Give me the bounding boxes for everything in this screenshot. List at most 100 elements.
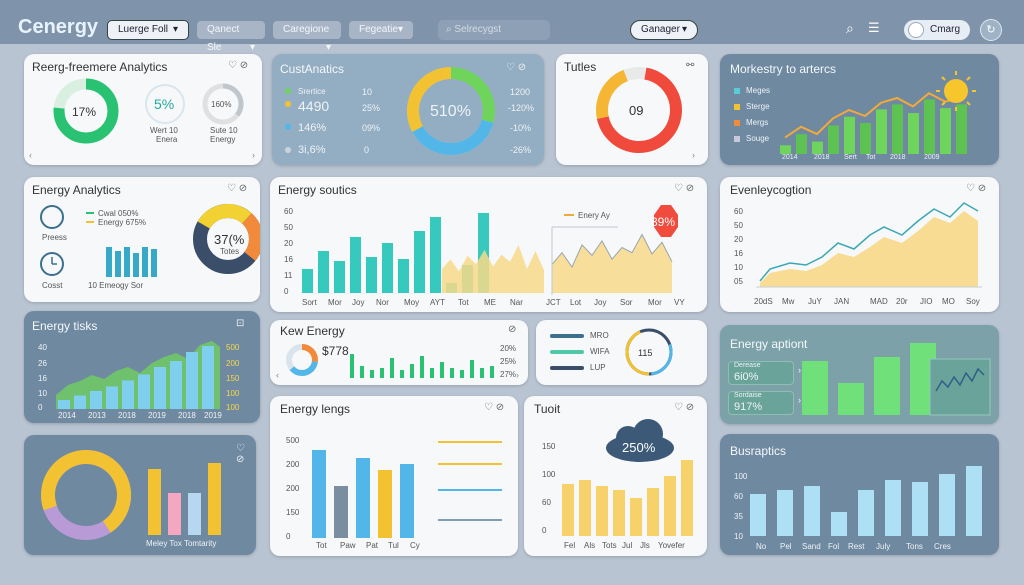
legend-swatch-2 bbox=[734, 104, 740, 110]
bar bbox=[208, 463, 221, 535]
chevron-right-icon[interactable]: › bbox=[798, 395, 801, 405]
dropdown-connect[interactable]: Qanect Sle ▾ bbox=[196, 20, 266, 53]
bar bbox=[133, 253, 139, 277]
card-9-graphics: ‹ › bbox=[276, 344, 519, 380]
line-series bbox=[759, 202, 979, 282]
donut-center-value: 510% bbox=[430, 103, 471, 120]
dropdown-manager[interactable]: Ganager ▾ bbox=[630, 20, 698, 40]
bar bbox=[168, 493, 181, 535]
bar bbox=[460, 370, 464, 378]
x-label: 20r bbox=[896, 297, 908, 306]
bar bbox=[812, 141, 823, 154]
legend-label: MRO bbox=[590, 331, 609, 340]
search-icon[interactable]: ⌕ bbox=[846, 20, 854, 36]
row-2-b: -120% bbox=[508, 103, 535, 113]
y-label: 26 bbox=[38, 359, 47, 368]
bar-series bbox=[58, 346, 214, 409]
next-icon: › bbox=[252, 150, 255, 160]
card-icons[interactable]: ♡ ⊘ bbox=[674, 183, 695, 194]
x-label: July bbox=[876, 542, 891, 551]
y-label: 100 bbox=[734, 472, 748, 481]
y-label: 500 bbox=[286, 436, 300, 445]
card-icons[interactable]: ♡ ⊘ bbox=[228, 60, 249, 71]
y-label: 16 bbox=[38, 374, 47, 383]
card-5-graphics bbox=[40, 203, 260, 277]
bar bbox=[188, 493, 201, 535]
card-energy-lengs: Energy lengs ♡ ⊘ 500 200 200 150 0 Tot P… bbox=[270, 396, 518, 556]
legend-1: Meges bbox=[746, 86, 771, 95]
chevron-right-icon[interactable]: › bbox=[798, 365, 801, 375]
x-label: AYT bbox=[430, 298, 445, 307]
user-toggle[interactable]: Cmarg bbox=[904, 20, 970, 40]
y-label: 200 bbox=[286, 484, 300, 493]
bar bbox=[876, 109, 887, 154]
card-market-sectors: Morkestry to artercs Meges Sterge Mergs … bbox=[720, 54, 999, 165]
box-2-value: 917% bbox=[734, 401, 763, 413]
bar bbox=[366, 257, 377, 293]
card-busraptics: Busraptics 100 60 35 10 No Pel Sand Fol … bbox=[720, 434, 999, 555]
dropdown-period[interactable]: Luerge Foll ▾ bbox=[107, 20, 189, 40]
refresh-icon[interactable]: ↻ bbox=[980, 19, 1002, 41]
dropdown-region[interactable]: Caregione ▾ bbox=[272, 20, 342, 53]
chevron-down-icon: ▾ bbox=[397, 24, 403, 35]
menu-icon[interactable]: ☰ bbox=[868, 20, 880, 35]
dropdown-features[interactable]: Fegeatie ▾ bbox=[348, 20, 414, 40]
chevron-down-icon: ▾ bbox=[249, 42, 255, 53]
bar bbox=[966, 466, 982, 536]
card-icons[interactable]: ♡ ⊘ bbox=[674, 402, 695, 413]
next-icon: › bbox=[692, 150, 695, 160]
donut-center-sub: Totes bbox=[220, 247, 240, 256]
settings-icon[interactable]: ⊘ bbox=[508, 324, 517, 335]
bar bbox=[780, 145, 791, 154]
bar bbox=[148, 469, 161, 535]
card-icons[interactable]: ♡ ⊘ bbox=[236, 443, 245, 465]
donut-arc-orange bbox=[193, 203, 260, 274]
donut-arc-blue bbox=[286, 344, 318, 376]
link-icon[interactable]: ⚯ bbox=[686, 60, 695, 71]
right-label: 25% bbox=[500, 357, 517, 366]
card-donut-bars: ♡ ⊘ Meley Tox Tomtarity bbox=[24, 435, 256, 555]
x-label: Nar bbox=[510, 298, 523, 307]
expand-icon[interactable]: ⊡ bbox=[236, 318, 245, 329]
y-label: 0 bbox=[38, 403, 43, 412]
x-label: MAD bbox=[870, 297, 888, 306]
dropdown-manager-label: Ganager bbox=[641, 24, 680, 35]
card-icons[interactable]: ♡ ⊘ bbox=[966, 183, 987, 194]
toggle-knob bbox=[908, 22, 924, 38]
donut-3-arc bbox=[202, 83, 244, 125]
bar-series bbox=[312, 450, 414, 538]
y-label: 200 bbox=[286, 460, 300, 469]
bar-series bbox=[350, 354, 494, 378]
bar bbox=[186, 352, 198, 409]
left-label-1: Preess bbox=[42, 233, 67, 242]
y-label: 0 bbox=[286, 532, 291, 541]
x-label: 2018 bbox=[178, 411, 196, 420]
search-input[interactable]: ⌕ Selrecygst bbox=[438, 20, 550, 40]
bar bbox=[142, 247, 148, 277]
card-cust-analytics: CustAnatics ♡ ⊘ Srertice 10 1200 4490 25… bbox=[272, 54, 544, 165]
bar bbox=[380, 368, 384, 378]
search-icon: ⌕ bbox=[446, 24, 452, 35]
legend-swatch-3 bbox=[734, 120, 740, 126]
card-energy-tasks: Energy tisks ⊡ 40 26 16 10 0 500 200 150… bbox=[24, 311, 260, 423]
bar bbox=[318, 251, 329, 293]
card-icons[interactable]: ♡ ⊘ bbox=[506, 62, 527, 73]
bar bbox=[490, 366, 494, 378]
y-label: 10 bbox=[734, 263, 743, 272]
card-title: CustAnatics bbox=[280, 62, 345, 76]
y-label: 150 bbox=[542, 442, 556, 451]
card-icons[interactable]: ♡ ⊘ bbox=[484, 402, 505, 413]
legend-4: Souge bbox=[746, 134, 770, 143]
top-bar: Cenergy Luerge Foll ▾ Qanect Sle ▾ Careg… bbox=[0, 0, 1024, 53]
card-14-graphics bbox=[562, 419, 693, 536]
x-label: Cres bbox=[934, 542, 951, 551]
x-label: Sand bbox=[802, 542, 821, 551]
bar bbox=[912, 482, 928, 536]
card-renewable-analytics: Reerg-freemere Analytics ♡ ⊘ ‹ › 17% 5% … bbox=[24, 54, 262, 165]
x-label: Als bbox=[584, 541, 596, 550]
bar bbox=[838, 383, 864, 415]
x-label: Soy bbox=[966, 297, 980, 306]
card-icons[interactable]: ♡ ⊘ bbox=[227, 183, 248, 194]
x-label: Joy bbox=[352, 298, 365, 307]
bar-series bbox=[780, 99, 967, 154]
